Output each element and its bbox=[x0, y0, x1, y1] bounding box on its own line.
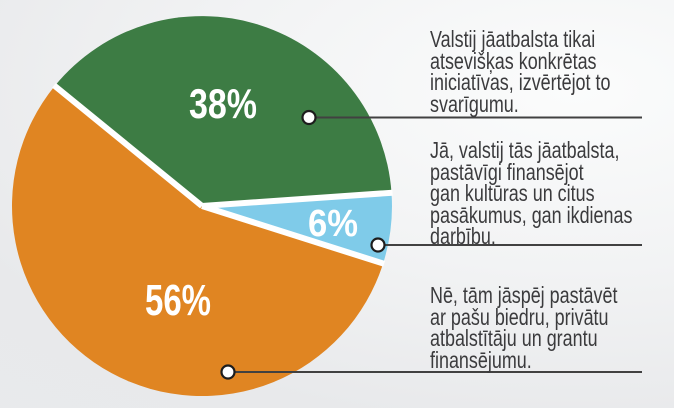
pie-label-38%: 38% bbox=[189, 80, 257, 127]
slice-separator bbox=[52, 82, 204, 209]
leader-dot-56% bbox=[220, 364, 236, 380]
slice-separator bbox=[201, 203, 386, 267]
leader-dot-6% bbox=[370, 237, 386, 253]
pie-slice-56% bbox=[11, 85, 384, 397]
slice-separator bbox=[201, 189, 393, 209]
answer-text-6pct: Jā, valstij tās jāatbalsta, pastāvīgi fi… bbox=[430, 137, 633, 249]
pie-label-6%: 6% bbox=[308, 203, 358, 245]
leader-dot-38% bbox=[301, 109, 317, 126]
answer-text-56pct: Nē, tām jāspēj pastāvēt ar pašu biedru, … bbox=[430, 282, 618, 373]
pie-label-56%: 56% bbox=[145, 276, 211, 325]
pie-slice-6% bbox=[202, 192, 392, 264]
answer-text-38pct: Valstij jāatbalsta tikai atsevišķas konk… bbox=[430, 26, 611, 117]
pie-slice-38% bbox=[54, 16, 392, 206]
